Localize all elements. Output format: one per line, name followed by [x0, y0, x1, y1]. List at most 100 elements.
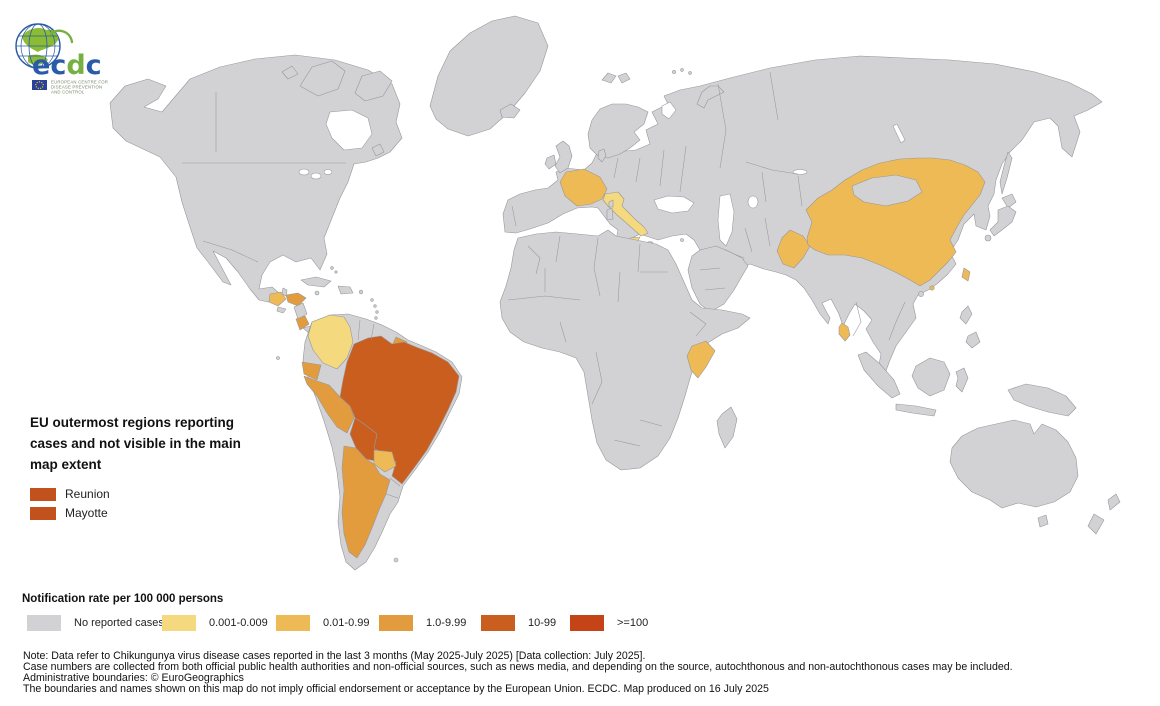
landmass-africa [499, 229, 751, 471]
corsica [608, 199, 614, 208]
ecdc-logo: ecdc EUROPEAN CENTRE FOR DISEASE PREVENT… [15, 23, 108, 95]
rate-legend-swatch [162, 615, 196, 631]
outermost-title-line: EU outermost regions reporting [30, 415, 235, 430]
lesser-antilles [375, 310, 379, 314]
country-costa-rica [295, 315, 310, 331]
svalbard [601, 72, 631, 84]
jamaica [314, 290, 320, 296]
hainan [918, 291, 924, 297]
outermost-label: Reunion [65, 487, 110, 501]
rate-legend-title: Notification rate per 100 000 persons [22, 593, 224, 605]
rate-legend-label: No reported cases [74, 617, 164, 629]
rate-legend-label: 0.01-0.99 [323, 617, 370, 629]
caspian-sea [717, 193, 735, 247]
country-brazil [339, 335, 460, 485]
japan-hokkaido [1001, 193, 1017, 209]
outermost-swatch [30, 506, 56, 520]
black-sea [653, 195, 695, 214]
great-lakes [323, 169, 333, 175]
japan-kyushu [984, 234, 992, 242]
ireland [544, 154, 557, 170]
rate-legend-label: >=100 [617, 617, 649, 629]
philippines-luzon [959, 305, 973, 325]
iceland [499, 103, 521, 119]
country-china [805, 157, 986, 287]
lesser-antilles [373, 304, 377, 308]
footer-note-line: The boundaries and names shown on this m… [23, 682, 769, 695]
franz-josef-land [672, 70, 676, 74]
outermost-legend-items: Reunion Mayotte [30, 485, 260, 522]
sumatra [857, 351, 901, 399]
cyprus [680, 238, 684, 242]
tasmania [1037, 514, 1049, 528]
country-paraguay [373, 449, 397, 473]
country-colombia [307, 314, 354, 370]
rate-legend-swatch [481, 615, 515, 631]
rate-legend-items: No reported cases 0.001-0.009 0.01-0.99 1.0… [22, 615, 722, 637]
rate-legend-swatch [27, 615, 61, 631]
rate-legend-item: 0.001-0.009 [162, 615, 268, 631]
outermost-title-line: map extent [30, 457, 102, 472]
denmark [597, 148, 607, 163]
bahamas [334, 270, 338, 274]
rate-legend-swatch [379, 615, 413, 631]
java [895, 403, 937, 417]
rate-legend-item: 1.0-9.99 [379, 615, 466, 631]
landmass-australia [949, 419, 1079, 509]
united-kingdom [554, 140, 573, 174]
madagascar [716, 406, 738, 449]
falkland-islands [393, 557, 399, 563]
rate-legend-item: 10-99 [481, 615, 556, 631]
rate-legend-item: >=100 [570, 615, 648, 631]
country-taiwan [961, 267, 971, 282]
bahamas [330, 266, 334, 270]
country-honduras [285, 292, 307, 307]
svg-text:EUROPEAN CENTRE FOR: EUROPEAN CENTRE FOR [51, 80, 108, 85]
landmass-eurasia [502, 55, 1103, 377]
country-pakistan [776, 229, 811, 269]
rate-legend-swatch [570, 615, 604, 631]
scandinavia [587, 103, 649, 159]
ecdc-wordmark: ecdc [32, 50, 102, 81]
aral-sea [747, 195, 759, 209]
great-lakes [310, 172, 322, 180]
outermost-label: Mayotte [65, 506, 108, 520]
great-lakes [298, 168, 310, 176]
cuba [300, 276, 332, 288]
lake-balkhash [792, 169, 808, 175]
hispaniola [337, 285, 354, 295]
outermost-legend-item: Mayotte [30, 504, 260, 522]
rate-legend-label: 0.001-0.009 [209, 617, 268, 629]
footer-note-line: Note: Data refer to Chikungunya virus di… [23, 650, 646, 662]
sakhalin [999, 151, 1013, 195]
franz-josef-land [680, 68, 684, 72]
rate-legend-item: No reported cases [27, 615, 164, 631]
eu-flag-icon [32, 80, 47, 90]
rate-legend-swatch [276, 615, 310, 631]
landmass-greenland [429, 15, 549, 137]
country-peru [303, 375, 355, 434]
country-ecuador [301, 361, 322, 381]
svg-text:DISEASE PREVENTION: DISEASE PREVENTION [51, 85, 102, 90]
philippines-mindanao [965, 331, 981, 349]
country-france [559, 168, 608, 207]
rate-legend-item: 0.01-0.99 [276, 615, 369, 631]
svg-text:AND CONTROL: AND CONTROL [51, 90, 85, 95]
new-zealand [1087, 493, 1121, 535]
sardinia [606, 207, 614, 221]
footer-note-line: Case numbers are collected from both off… [23, 660, 1013, 673]
new-guinea [1007, 383, 1077, 417]
japan-honshu [989, 205, 1017, 237]
nicaragua [293, 302, 308, 320]
country-kenya [686, 340, 716, 379]
ecdc-tagline: EUROPEAN CENTRE FOR DISEASE PREVENTION A… [51, 80, 108, 95]
arabian-peninsula [687, 245, 749, 313]
rate-legend-label: 10-99 [528, 617, 557, 629]
puerto-rico [358, 289, 364, 295]
hudson-bay [325, 109, 373, 151]
ecdc-globe-icon [15, 23, 74, 69]
arctic-islands [281, 60, 393, 157]
outermost-legend-item: Reunion [30, 485, 260, 503]
